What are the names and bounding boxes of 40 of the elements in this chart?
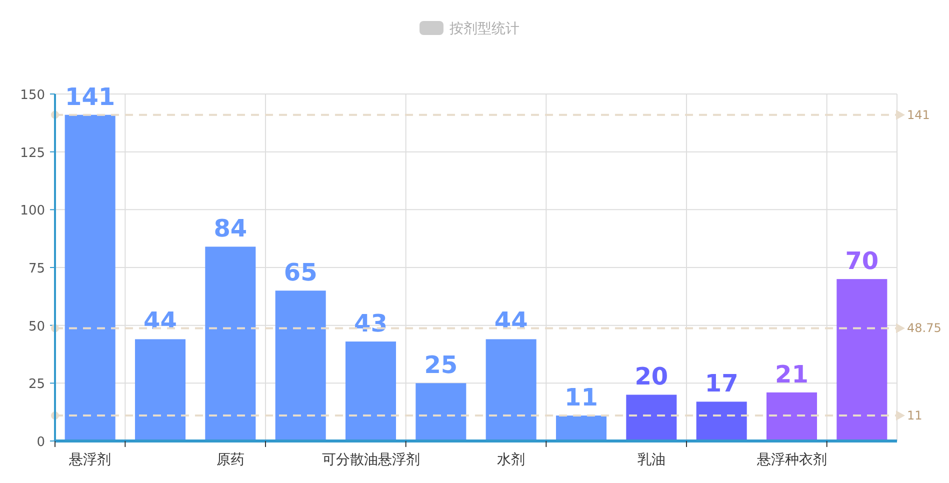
bar: [416, 383, 466, 441]
data-label: 25: [424, 351, 458, 380]
bar: [64, 114, 116, 441]
x-tick-label: 可分散油悬浮剂: [322, 452, 420, 468]
data-label: 11: [564, 384, 598, 412]
data-label: 70: [845, 247, 879, 276]
x-tick-label: 原药: [216, 452, 244, 468]
data-label: 44: [494, 307, 528, 336]
ref-line-label: 141: [907, 108, 930, 122]
ref-line-label: 11: [907, 408, 922, 423]
y-tick-label: 25: [28, 377, 45, 392]
data-label: 44: [144, 307, 177, 336]
y-tick-label: 50: [28, 319, 45, 334]
bar: [766, 392, 818, 441]
data-label: 141: [65, 82, 116, 111]
data-label: 21: [775, 360, 808, 388]
data-label: 84: [214, 214, 248, 243]
y-tick-label: 0: [36, 435, 45, 450]
bar: [205, 246, 256, 441]
data-label: 20: [634, 362, 668, 391]
x-tick-label: 乳油: [637, 452, 666, 468]
y-tick-label: 75: [28, 262, 45, 276]
data-label: 17: [704, 370, 738, 398]
bar: [134, 339, 186, 441]
ref-line-label: 48.75: [907, 321, 942, 336]
bar: [345, 342, 396, 441]
text: 按剂型统计: [450, 21, 520, 37]
y-tick-label: 150: [20, 88, 45, 103]
x-tick-label: 水剂: [497, 452, 526, 468]
y-tick-label: 125: [20, 146, 45, 161]
x-tick-label: 悬浮种衣剂: [756, 452, 827, 468]
bar: [486, 339, 536, 441]
y-tick-label: 100: [20, 204, 45, 219]
bar: [626, 394, 677, 441]
bar: [275, 290, 326, 441]
x-tick-label: 悬浮剂: [68, 452, 112, 468]
bar: [696, 402, 747, 441]
data-label: 65: [284, 258, 318, 287]
bar: [556, 416, 607, 441]
bar: [836, 279, 888, 441]
